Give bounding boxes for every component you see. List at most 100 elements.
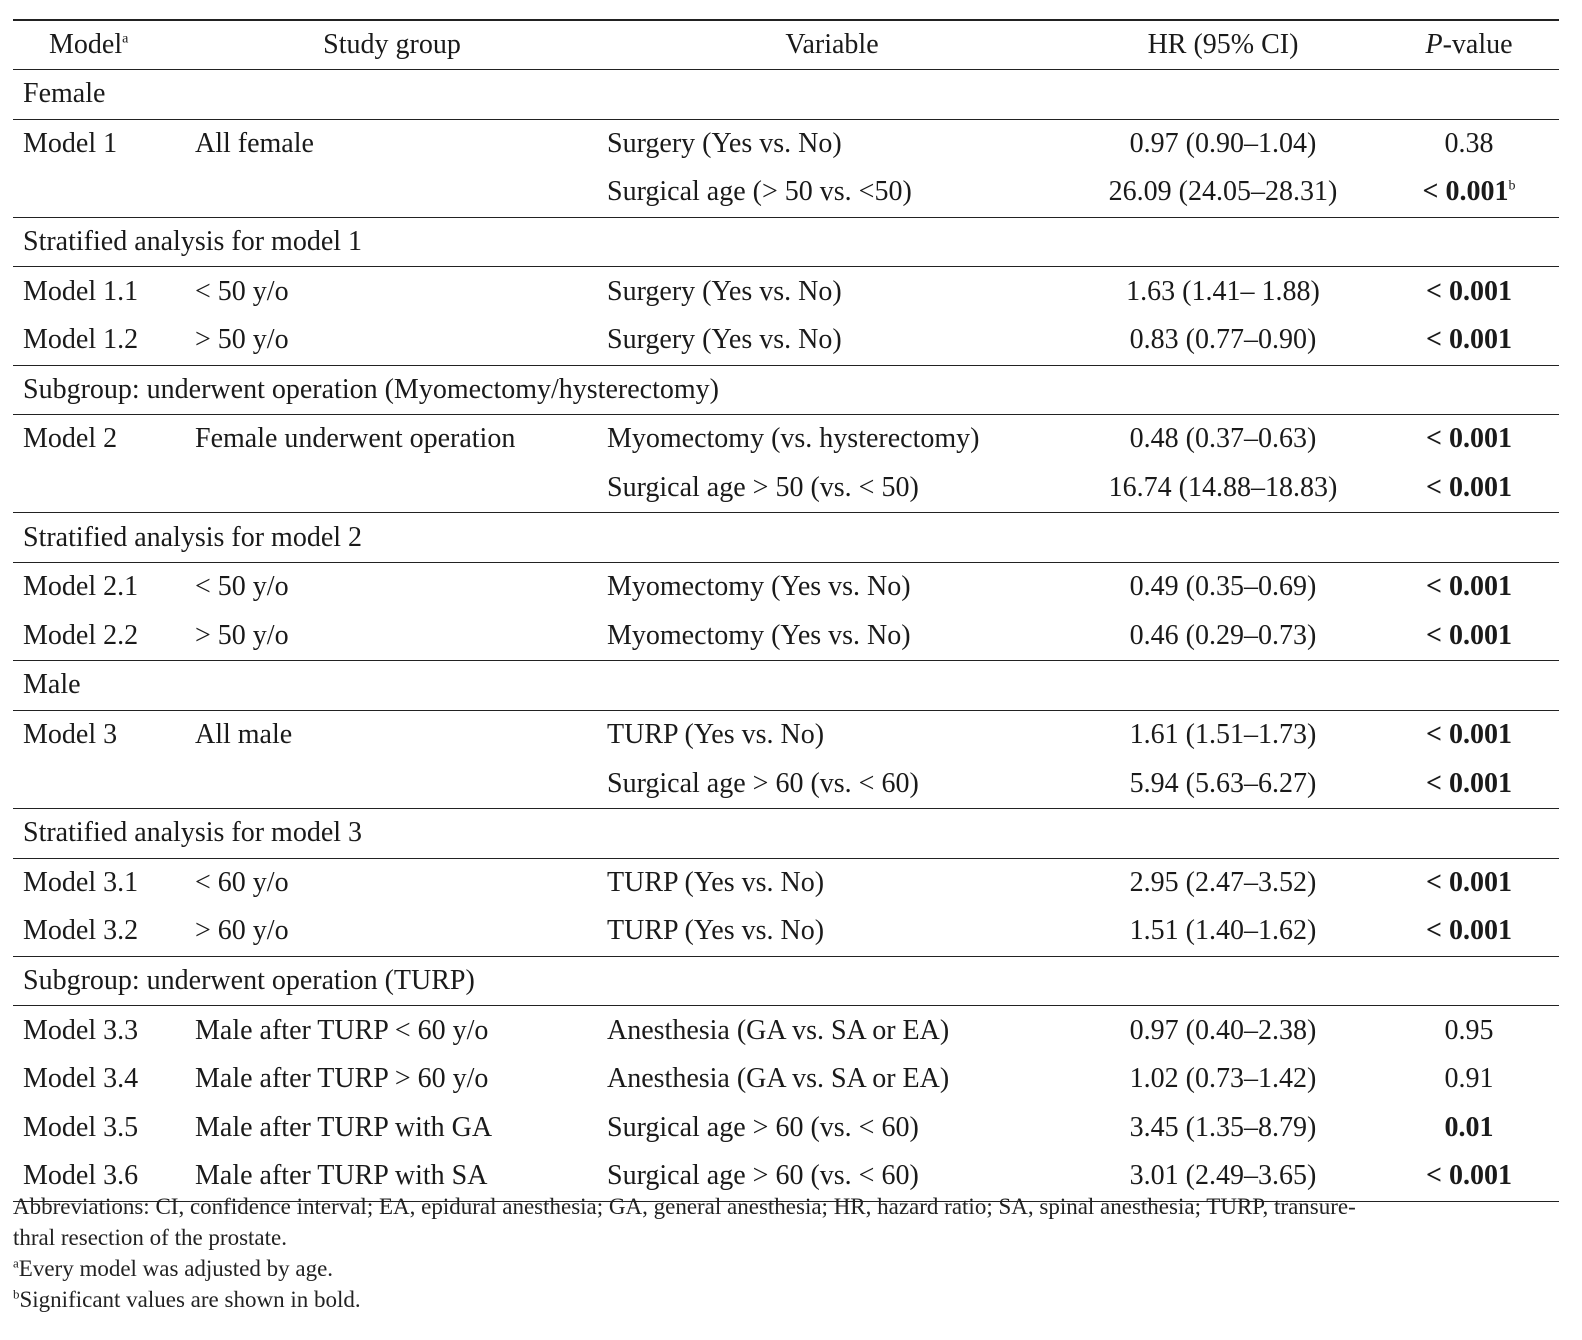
hr-cell: 2.95 (2.47–3.52) xyxy=(1129,866,1317,898)
table-row: Surgical age > 60 (vs. < 60) 5.94 (5.63–6… xyxy=(13,759,1559,809)
model-cell: Model 3 xyxy=(23,719,118,751)
study-group-cell: > 50 y/o xyxy=(187,315,597,366)
section-label: Female xyxy=(13,69,1559,120)
study-group-cell xyxy=(187,168,597,218)
hr-cell: 0.97 (0.90–1.04) xyxy=(1129,127,1317,159)
study-group-cell: > 60 y/o xyxy=(187,907,597,957)
hr-cell: 1.02 (0.73–1.42) xyxy=(1129,1063,1317,1095)
study-group-cell xyxy=(187,759,597,809)
p-value-cell: < 0.001 xyxy=(1379,1152,1559,1202)
section-row: Subgroup: underwent operation (Myomectom… xyxy=(13,365,1559,416)
p-value-cell: < 0.001 xyxy=(1379,759,1559,809)
footnote-marker-b: b xyxy=(1508,179,1516,195)
variable-cell: TURP (Yes vs. No) xyxy=(607,719,825,751)
section-row: Female xyxy=(13,69,1559,120)
variable-cell: Surgical age > 60 (vs. < 60) xyxy=(597,1152,1067,1202)
model-cell: Model 3.6 xyxy=(13,1152,187,1202)
p-value-cell: < 0.001 xyxy=(1379,315,1559,366)
hr-cell: 3.45 (1.35–8.79) xyxy=(1129,1111,1317,1143)
hr-cell: 0.49 (0.35–0.69) xyxy=(1129,571,1317,603)
table-row: Surgical age > 50 (vs. < 50) 16.74 (14.88… xyxy=(13,463,1559,514)
study-group-cell: < 60 y/o xyxy=(195,866,289,898)
hr-cell: 5.94 (5.63–6.27) xyxy=(1067,759,1379,809)
header-hr: HR (95% CI) xyxy=(1067,19,1379,70)
model-cell: Model 1 xyxy=(23,127,118,159)
p-value-cell: < 0.001 xyxy=(1379,907,1559,957)
section-label: Subgroup: underwent operation (TURP) xyxy=(13,956,1559,1007)
p-value-cell: < 0.001 xyxy=(1426,571,1512,603)
study-group-cell xyxy=(187,463,597,514)
hr-cell: 1.61 (1.51–1.73) xyxy=(1129,719,1317,751)
footnote-marker-a: a xyxy=(122,31,129,47)
header-variable: Variable xyxy=(597,19,1067,70)
hr-cell: 1.63 (1.41– 1.88) xyxy=(1126,275,1320,307)
hr-cell: 16.74 (14.88–18.83) xyxy=(1067,463,1379,514)
header-p-value: P-value xyxy=(1379,19,1559,70)
model-cell: Model 3.3 xyxy=(23,1014,139,1046)
table-row: Model 3 All male TURP (Yes vs. No) 1.61 (1.… xyxy=(13,710,1559,759)
p-value-cell: 0.01 xyxy=(1444,1111,1494,1143)
table-row: Model 3.3 Male after TURP < 60 y/o Anesthe… xyxy=(13,1006,1559,1055)
model-cell xyxy=(13,759,187,809)
section-row: Male xyxy=(13,660,1559,711)
section-row: Stratified analysis for model 2 xyxy=(13,512,1559,563)
p-value-cell: 0.91 xyxy=(1444,1063,1494,1095)
study-group-cell: All male xyxy=(195,719,293,751)
table-row: Model 2.2 > 50 y/o Myomectomy (Yes vs. No)… xyxy=(13,611,1559,662)
study-group-cell: Male after TURP > 60 y/o xyxy=(195,1063,489,1095)
p-value-cell: < 0.001 xyxy=(1379,611,1559,662)
model-cell: Model 3.1 xyxy=(23,866,139,898)
table-row: Model 1.1 < 50 y/o Surgery (Yes vs. No) 1.6… xyxy=(13,267,1559,316)
variable-cell: Myomectomy (vs. hysterectomy) xyxy=(607,423,980,455)
hr-cell: 1.51 (1.40–1.62) xyxy=(1067,907,1379,957)
results-table: Modela Study group Variable HR (95% CI) … xyxy=(13,19,1559,1202)
table-row: Model 1 All female Surgery (Yes vs. No) 0.9… xyxy=(13,119,1559,168)
table-row: Model 2.1 < 50 y/o Myomectomy (Yes vs. No)… xyxy=(13,562,1559,611)
section-label: Stratified analysis for model 3 xyxy=(13,808,1559,859)
table-row: Model 1.2 > 50 y/o Surgery (Yes vs. No) 0.8… xyxy=(13,315,1559,366)
section-label: Subgroup: underwent operation (Myomectom… xyxy=(13,365,1559,416)
table-footnotes: Abbreviations: CI, confidence interval; … xyxy=(13,1191,1559,1315)
variable-cell: Myomectomy (Yes vs. No) xyxy=(607,571,911,603)
section-row: Subgroup: underwent operation (TURP) xyxy=(13,956,1559,1007)
table-row: Model 2 Female underwent operation Myomect… xyxy=(13,415,1559,464)
study-group-cell: Female underwent operation xyxy=(195,423,516,455)
model-cell: Model 2.1 xyxy=(23,571,139,603)
model-cell: Model 1.2 xyxy=(13,315,187,366)
model-cell: Model 1.1 xyxy=(23,275,139,307)
variable-cell: Surgical age > 60 (vs. < 60) xyxy=(597,759,1067,809)
model-cell: Model 3.5 xyxy=(23,1111,139,1143)
hr-cell: 0.48 (0.37–0.63) xyxy=(1129,423,1317,455)
model-cell: Model 3.4 xyxy=(23,1063,139,1095)
table-header-row: Modela Study group Variable HR (95% CI) … xyxy=(13,19,1559,70)
p-value-cell: < 0.001 xyxy=(1426,275,1512,307)
variable-cell: Surgical age > 60 (vs. < 60) xyxy=(607,1111,919,1143)
footnote-a: aEvery model was adjusted by age. xyxy=(13,1255,334,1281)
model-cell xyxy=(13,463,187,514)
table-row: Surgical age (> 50 vs. <50) 26.09 (24.05–… xyxy=(13,168,1559,218)
header-model: Modela xyxy=(13,19,187,70)
section-label: Male xyxy=(13,660,1559,711)
table-row: Model 3.6 Male after TURP with SA Surgical… xyxy=(13,1152,1559,1202)
study-group-cell: > 50 y/o xyxy=(187,611,597,662)
results-table-container: Modela Study group Variable HR (95% CI) … xyxy=(13,19,1559,1202)
variable-cell: TURP (Yes vs. No) xyxy=(597,907,1067,957)
study-group-cell: Male after TURP < 60 y/o xyxy=(195,1014,489,1046)
p-value-cell: < 0.001 xyxy=(1426,866,1512,898)
table-row: Model 3.1 < 60 y/o TURP (Yes vs. No) 2.95 (… xyxy=(13,858,1559,907)
p-value-cell: < 0.001 xyxy=(1379,463,1559,514)
section-row: Stratified analysis for model 1 xyxy=(13,217,1559,268)
p-value-cell: < 0.001 xyxy=(1426,719,1512,751)
variable-cell: Surgery (Yes vs. No) xyxy=(607,275,842,307)
p-value-cell: 0.95 xyxy=(1444,1014,1494,1046)
study-group-cell: < 50 y/o xyxy=(195,275,289,307)
variable-cell: Surgical age > 50 (vs. < 50) xyxy=(597,463,1067,514)
model-cell: Model 2.2 xyxy=(13,611,187,662)
hr-cell: 26.09 (24.05–28.31) xyxy=(1067,168,1379,218)
study-group-cell: All female xyxy=(195,127,314,159)
variable-cell: Anesthesia (GA vs. SA or EA) xyxy=(607,1063,950,1095)
footnote-b: bSignificant values are shown in bold. xyxy=(13,1286,361,1312)
abbreviations-note: Abbreviations: CI, confidence interval; … xyxy=(13,1194,1356,1250)
table-row: Model 3.5 Male after TURP with GA Surgical… xyxy=(13,1103,1559,1152)
study-group-cell: Male after TURP with GA xyxy=(195,1111,493,1143)
